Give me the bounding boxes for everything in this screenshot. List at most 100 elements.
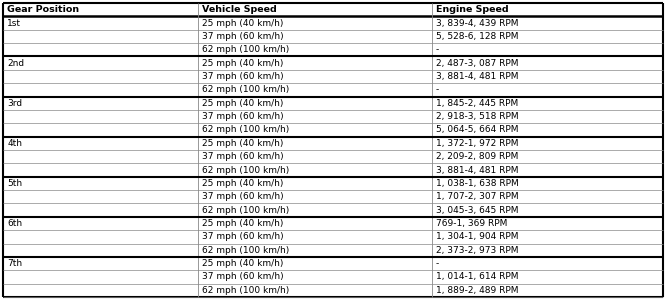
Bar (3, 56, 198, 70)
Text: 1, 372-1, 972 RPM: 1, 372-1, 972 RPM (436, 139, 518, 148)
Bar (432, 43, 663, 56)
Bar (198, 43, 432, 56)
Bar (432, 284, 663, 297)
Bar (198, 30, 432, 43)
Bar (432, 97, 663, 110)
Bar (198, 150, 432, 164)
Text: 25 mph (40 km/h): 25 mph (40 km/h) (202, 139, 283, 148)
Bar (198, 230, 432, 244)
Text: 2, 487-3, 087 RPM: 2, 487-3, 087 RPM (436, 58, 518, 68)
Text: 5, 064-5, 664 RPM: 5, 064-5, 664 RPM (436, 125, 518, 134)
Bar (3, 203, 198, 217)
Bar (3, 190, 198, 203)
Bar (198, 136, 432, 150)
Text: 62 mph (100 km/h): 62 mph (100 km/h) (202, 246, 289, 255)
Bar (432, 70, 663, 83)
Text: 37 mph (60 km/h): 37 mph (60 km/h) (202, 232, 284, 242)
Bar (432, 190, 663, 203)
Text: Engine Speed: Engine Speed (436, 5, 509, 14)
Text: 1, 889-2, 489 RPM: 1, 889-2, 489 RPM (436, 286, 518, 295)
Text: 25 mph (40 km/h): 25 mph (40 km/h) (202, 219, 283, 228)
Bar (198, 284, 432, 297)
Text: 37 mph (60 km/h): 37 mph (60 km/h) (202, 72, 284, 81)
Bar (3, 70, 198, 83)
Text: -: - (436, 85, 439, 94)
Text: 62 mph (100 km/h): 62 mph (100 km/h) (202, 45, 289, 54)
Text: 2, 918-3, 518 RPM: 2, 918-3, 518 RPM (436, 112, 519, 121)
Text: 2, 373-2, 973 RPM: 2, 373-2, 973 RPM (436, 246, 518, 255)
Bar (3, 257, 198, 270)
Text: 769-1, 369 RPM: 769-1, 369 RPM (436, 219, 507, 228)
Bar (3, 16, 198, 30)
Bar (198, 83, 432, 97)
Bar (432, 16, 663, 30)
Bar (3, 217, 198, 230)
Text: 37 mph (60 km/h): 37 mph (60 km/h) (202, 152, 284, 161)
Text: 4th: 4th (7, 139, 23, 148)
Text: 62 mph (100 km/h): 62 mph (100 km/h) (202, 125, 289, 134)
Text: 3, 881-4, 481 RPM: 3, 881-4, 481 RPM (436, 166, 518, 175)
Text: 62 mph (100 km/h): 62 mph (100 km/h) (202, 166, 289, 175)
Bar (432, 150, 663, 164)
Text: 3rd: 3rd (7, 99, 23, 108)
Text: 62 mph (100 km/h): 62 mph (100 km/h) (202, 206, 289, 214)
Bar (3, 177, 198, 190)
Text: 1st: 1st (7, 19, 21, 28)
Bar (432, 83, 663, 97)
Bar (432, 217, 663, 230)
Bar (3, 30, 198, 43)
Bar (432, 177, 663, 190)
Text: 1, 014-1, 614 RPM: 1, 014-1, 614 RPM (436, 272, 518, 281)
Bar (432, 257, 663, 270)
Bar (198, 203, 432, 217)
Bar (198, 110, 432, 123)
Text: 25 mph (40 km/h): 25 mph (40 km/h) (202, 58, 283, 68)
Bar (198, 97, 432, 110)
Bar (198, 244, 432, 257)
Text: 25 mph (40 km/h): 25 mph (40 km/h) (202, 259, 283, 268)
Bar (432, 56, 663, 70)
Text: 3, 881-4, 481 RPM: 3, 881-4, 481 RPM (436, 72, 518, 81)
Bar (3, 97, 198, 110)
Text: 37 mph (60 km/h): 37 mph (60 km/h) (202, 272, 284, 281)
Text: 1, 304-1, 904 RPM: 1, 304-1, 904 RPM (436, 232, 518, 242)
Text: 25 mph (40 km/h): 25 mph (40 km/h) (202, 19, 283, 28)
Bar (198, 257, 432, 270)
Text: 62 mph (100 km/h): 62 mph (100 km/h) (202, 85, 289, 94)
Bar (3, 83, 198, 97)
Bar (3, 284, 198, 297)
Bar (198, 56, 432, 70)
Text: 37 mph (60 km/h): 37 mph (60 km/h) (202, 32, 284, 41)
Text: 2nd: 2nd (7, 58, 25, 68)
Bar (198, 3, 432, 16)
Bar (198, 70, 432, 83)
Bar (3, 230, 198, 244)
Bar (198, 16, 432, 30)
Bar (432, 30, 663, 43)
Bar (432, 244, 663, 257)
Text: 6th: 6th (7, 219, 23, 228)
Bar (3, 123, 198, 136)
Text: 37 mph (60 km/h): 37 mph (60 km/h) (202, 192, 284, 201)
Bar (3, 136, 198, 150)
Text: 37 mph (60 km/h): 37 mph (60 km/h) (202, 112, 284, 121)
Bar (198, 270, 432, 284)
Text: 1, 707-2, 307 RPM: 1, 707-2, 307 RPM (436, 192, 519, 201)
Text: 5, 528-6, 128 RPM: 5, 528-6, 128 RPM (436, 32, 518, 41)
Bar (198, 217, 432, 230)
Bar (3, 164, 198, 177)
Bar (3, 43, 198, 56)
Text: 1, 038-1, 638 RPM: 1, 038-1, 638 RPM (436, 179, 519, 188)
Bar (198, 164, 432, 177)
Bar (3, 3, 198, 16)
Text: 1, 845-2, 445 RPM: 1, 845-2, 445 RPM (436, 99, 518, 108)
Bar (432, 203, 663, 217)
Text: Vehicle Speed: Vehicle Speed (202, 5, 276, 14)
Bar (432, 270, 663, 284)
Bar (432, 110, 663, 123)
Text: 25 mph (40 km/h): 25 mph (40 km/h) (202, 99, 283, 108)
Bar (3, 244, 198, 257)
Text: Gear Position: Gear Position (7, 5, 79, 14)
Bar (198, 190, 432, 203)
Text: 3, 839-4, 439 RPM: 3, 839-4, 439 RPM (436, 19, 518, 28)
